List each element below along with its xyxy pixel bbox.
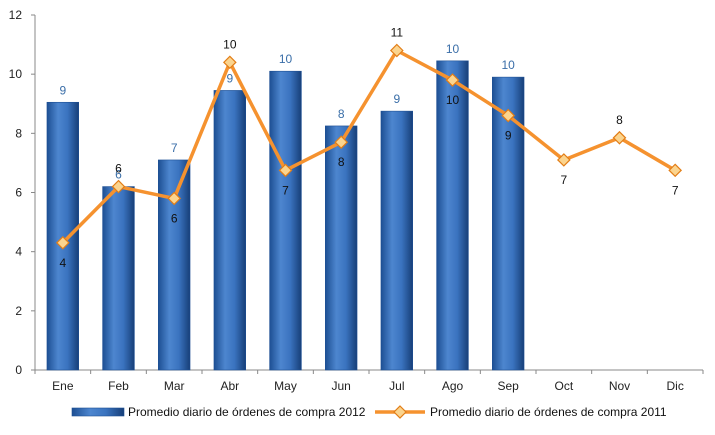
bar-data-label: 9 (59, 83, 66, 97)
bar (269, 70, 302, 371)
y-tick-label: 10 (9, 67, 23, 81)
x-tick-label: Jun (331, 379, 350, 393)
line-data-label: 8 (616, 113, 623, 127)
bar (436, 60, 469, 371)
line-data-label: 6 (171, 211, 178, 225)
line-point-marker (278, 163, 293, 178)
line-data-label: 7 (560, 173, 567, 187)
x-tick-label: Dic (666, 379, 683, 393)
line-data-label: 7 (672, 183, 679, 197)
line-series-path (61, 48, 677, 245)
line-point-marker (167, 191, 182, 206)
line-data-label: 11 (391, 26, 404, 40)
x-tick-label: Ago (442, 379, 464, 393)
line-data-label: 10 (446, 93, 460, 107)
axes: 0 2 4 6 8 10 12 Ene Feb Mar Abr May Jun Jul Ago Sep Oct N… (9, 8, 704, 393)
y-tick-label: 4 (15, 245, 22, 259)
y-tick-label: 12 (9, 8, 23, 22)
x-tick-label: Abr (220, 379, 239, 393)
bar-data-label: 9 (226, 71, 233, 85)
line-point-marker (222, 55, 237, 70)
line-point-marker (111, 179, 126, 194)
bar-data-label: 10 (446, 42, 460, 56)
legend: Promedio diario de órdenes de compra 201… (71, 405, 667, 419)
line-point-marker (668, 163, 683, 178)
line-data-label: 10 (223, 37, 237, 51)
bar-data-label: 10 (279, 52, 293, 66)
line-point-marker (612, 130, 627, 145)
line-point-marker (55, 235, 70, 250)
x-tick-label: Sep (497, 379, 519, 393)
y-tick-label: 8 (15, 126, 22, 140)
y-tick-label: 2 (15, 304, 22, 318)
bar-data-label: 8 (338, 107, 345, 121)
bar (213, 90, 246, 371)
legend-bar-swatch (71, 407, 125, 417)
line-point-marker (445, 73, 460, 87)
bar (158, 159, 191, 371)
x-tick-label: Feb (108, 379, 129, 393)
x-tick-label: Nov (609, 379, 630, 393)
line-data-label: 4 (59, 256, 66, 270)
x-tick-label: Jul (389, 379, 404, 393)
x-tick-label: Oct (554, 379, 573, 393)
y-tick-label: 0 (15, 363, 22, 377)
bar-data-label: 7 (171, 141, 178, 155)
x-tick-label: May (274, 379, 297, 393)
line-data-label: 9 (505, 129, 512, 143)
line-point-marker (389, 43, 404, 58)
bar-data-label: 10 (501, 58, 515, 72)
line-point-marker (334, 135, 349, 150)
line-point-marker (501, 108, 516, 123)
bar-data-label: 9 (393, 92, 400, 106)
line-series (55, 43, 683, 250)
bar (325, 125, 358, 371)
bar-series (46, 60, 525, 371)
legend-label-2011: Promedio diario de órdenes de compra 201… (430, 405, 667, 419)
bar-data-label: 6 (115, 168, 122, 182)
legend-line-marker (393, 405, 407, 419)
line-data-label: 6 (115, 162, 122, 176)
bar (102, 186, 135, 371)
bar (380, 110, 413, 371)
line-data-label: 7 (282, 183, 289, 197)
y-tick-label: 6 (15, 186, 22, 200)
legend-label-2012: Promedio diario de órdenes de compra 201… (128, 405, 366, 419)
line-data-label: 8 (338, 155, 345, 169)
line-point-marker (556, 153, 571, 167)
x-tick-label: Ene (52, 379, 74, 393)
x-tick-label: Mar (164, 379, 185, 393)
